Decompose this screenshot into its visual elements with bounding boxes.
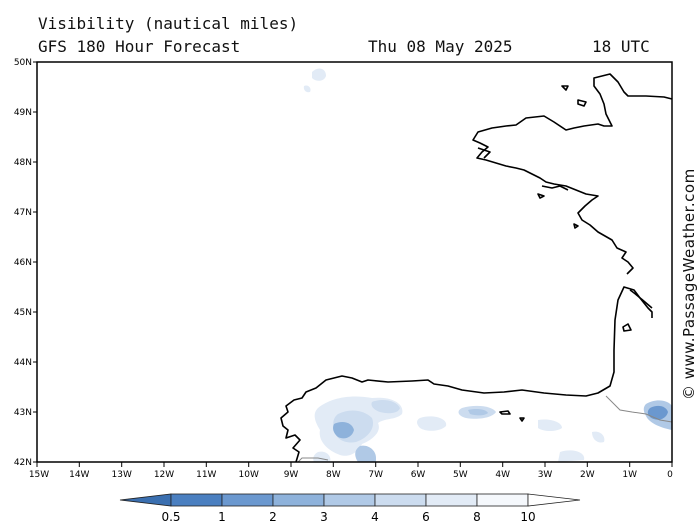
legend-label: 0.5: [161, 510, 180, 524]
legend-label: 10: [520, 510, 535, 524]
lat-label: 46N: [14, 258, 32, 268]
lon-label: 5W: [453, 470, 468, 480]
border-line: [297, 395, 673, 463]
lat-label: 42N: [14, 458, 32, 468]
legend-swatch: [272, 493, 325, 507]
forecast-date: Thu 08 May 2025: [368, 37, 513, 56]
lat-label: 45N: [14, 308, 32, 318]
legend-label: 3: [320, 510, 328, 524]
legend-label: 4: [371, 510, 379, 524]
lon-label: 0: [667, 470, 673, 480]
lon-label: 6W: [411, 470, 426, 480]
legend-swatch: [374, 493, 427, 507]
visibility-shading: [303, 68, 672, 462]
legend-swatch: [170, 493, 223, 507]
lat-label: 49N: [14, 108, 32, 118]
lat-label: 50N: [14, 58, 32, 68]
legend-swatch: [221, 493, 274, 507]
lon-label: 11W: [196, 470, 216, 480]
legend-min-arrow: [119, 493, 172, 507]
lat-label: 43N: [14, 408, 32, 418]
lon-label: 14W: [69, 470, 89, 480]
forecast-model: GFS 180 Hour Forecast: [38, 37, 241, 56]
legend-label: 6: [422, 510, 430, 524]
forecast-time: 18 UTC: [592, 37, 650, 56]
lon-label: 2W: [580, 470, 595, 480]
lon-label: 7W: [368, 470, 383, 480]
legend-swatch: [425, 493, 478, 507]
color-legend: 0.5 1 2 3 4 6 8 10: [119, 493, 581, 524]
lon-label: 4W: [495, 470, 510, 480]
lon-label: 15W: [29, 470, 49, 480]
legend-label: 8: [473, 510, 481, 524]
legend-swatch: [476, 493, 529, 507]
lon-label: 12W: [154, 470, 174, 480]
lon-label: 10W: [239, 470, 259, 480]
coastline: [280, 73, 673, 463]
legend-label: 2: [269, 510, 277, 524]
lat-label: 47N: [14, 208, 32, 218]
map-title: Visibility (nautical miles): [38, 14, 299, 33]
lat-label: 48N: [14, 158, 32, 168]
longitude-axis: 15W 14W 13W 12W 11W 10W 9W 8W 7W 6W 5W 4…: [29, 462, 673, 480]
legend-swatch: [323, 493, 376, 507]
lon-label: 1W: [622, 470, 637, 480]
watermark: © www.PassageWeather.com: [680, 168, 698, 400]
lon-label: 3W: [538, 470, 553, 480]
lon-label: 13W: [112, 470, 132, 480]
lon-label: 8W: [326, 470, 341, 480]
latitude-axis: 50N 49N 48N 47N 46N 45N 44N 43N 42N: [14, 58, 37, 468]
legend-label: 1: [218, 510, 226, 524]
lon-label: 9W: [284, 470, 299, 480]
legend-max-arrow: [527, 493, 581, 507]
lat-label: 44N: [14, 358, 32, 368]
